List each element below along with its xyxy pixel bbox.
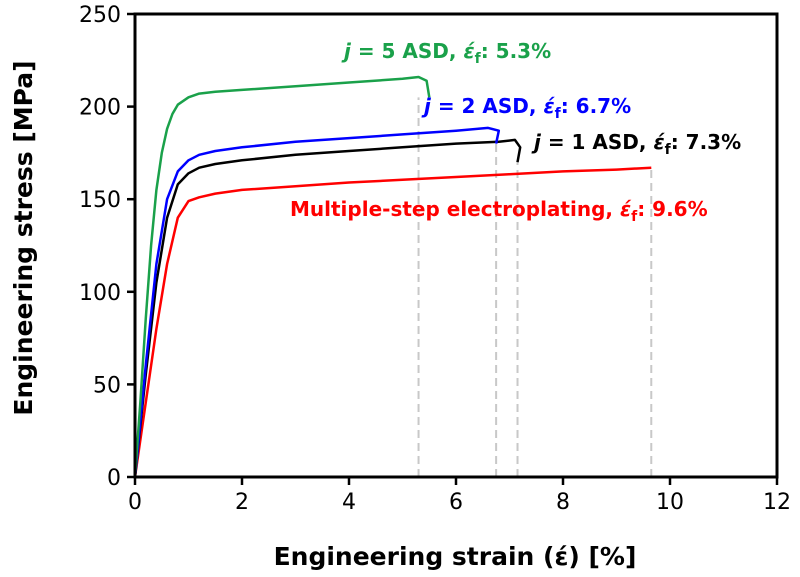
series-line-2: [133, 126, 501, 478]
y-tick-label: 0: [107, 466, 121, 491]
fracture-drop-lines: [417, 97, 653, 477]
label-text: = 2 ASD,: [431, 94, 544, 118]
x-tick-label: 0: [128, 490, 142, 515]
x-tick-label: 4: [342, 490, 356, 515]
axis-ticks: 0 2 4 6 8 10 12 0 50 100 150 200 250: [79, 3, 791, 515]
x-tick-label: 6: [449, 490, 463, 515]
label-value: : 9.6%: [637, 197, 707, 221]
label-text: = 5 ASD,: [351, 39, 464, 63]
series-lines: [133, 75, 652, 478]
plot-frame: [133, 12, 779, 479]
x-axis-title: Engineering strain (έ) [%]: [274, 542, 637, 571]
label-eps: έ: [543, 94, 555, 118]
series-label-j2: j = 2 ASD, έf: 6.7%: [421, 94, 631, 122]
series-label-j1: j = 1 ASD, έf: 7.3%: [531, 130, 741, 158]
label-value: : 7.3%: [671, 130, 741, 154]
label-text: Multiple-step electroplating,: [290, 197, 620, 221]
series-line-1: [133, 138, 522, 478]
x-tick-label: 10: [656, 490, 684, 515]
label-eps: έ: [463, 39, 475, 63]
axes: [133, 12, 779, 479]
series-label-j5: j = 5 ASD, έf: 5.3%: [341, 39, 551, 67]
y-axis-title: Engineering stress [MPa]: [9, 60, 38, 415]
y-tick-label: 150: [79, 188, 121, 213]
label-value: : 6.7%: [561, 94, 631, 118]
label-sub: f: [475, 51, 482, 67]
label-text: = 1 ASD,: [541, 130, 654, 154]
label-eps: έ: [620, 197, 632, 221]
x-tick-label: 8: [556, 490, 570, 515]
label-sub: f: [555, 106, 562, 122]
label-value: : 5.3%: [481, 39, 551, 63]
series-line-0: [133, 166, 652, 478]
y-tick-label: 100: [79, 281, 121, 306]
x-tick-label: 2: [235, 490, 249, 515]
series-label-multistep: Multiple-step electroplating, έf: 9.6%: [290, 197, 708, 225]
series-line-3: [133, 75, 431, 478]
y-tick-label: 200: [79, 96, 121, 121]
y-tick-label: 250: [79, 3, 121, 28]
label-sub: f: [631, 209, 638, 225]
label-eps: έ: [653, 130, 665, 154]
y-tick-label: 50: [93, 373, 121, 398]
x-tick-label: 12: [763, 490, 791, 515]
label-j-symbol: j: [531, 130, 542, 154]
label-j-symbol: j: [341, 39, 352, 63]
label-sub: f: [665, 142, 672, 158]
label-j-symbol: j: [421, 94, 432, 118]
